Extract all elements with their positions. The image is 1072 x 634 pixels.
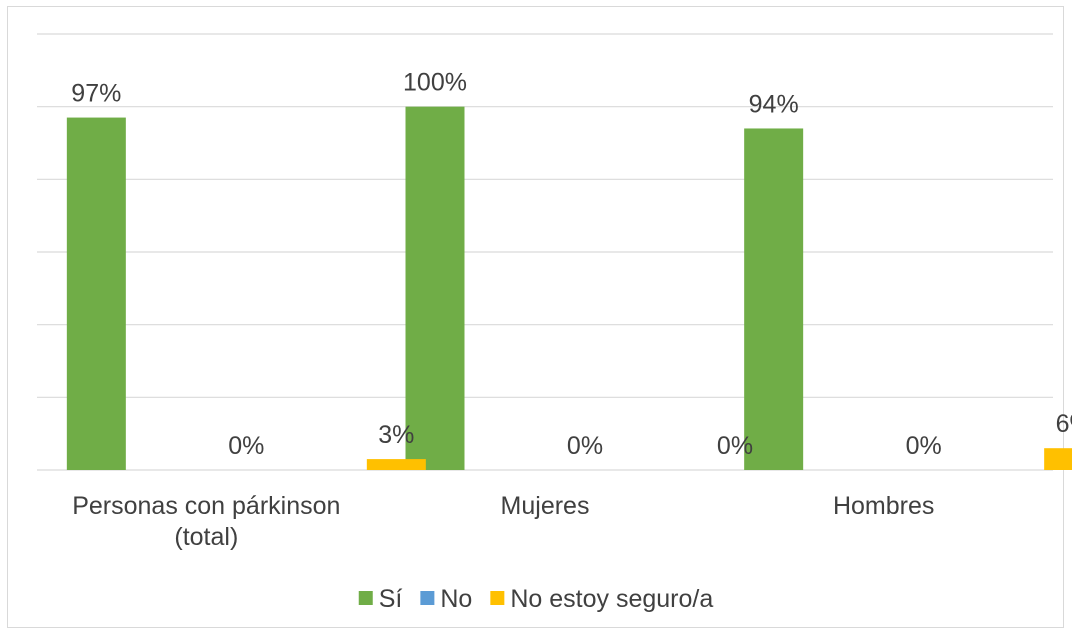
gridlines [37,33,1053,471]
data-label: 0% [906,432,942,460]
data-label: 0% [228,432,264,460]
legend-label: Sí [379,585,403,613]
bar [744,128,804,470]
data-label: 94% [749,90,799,118]
legend-swatch [358,591,373,605]
bar [366,459,426,470]
data-label: 0% [717,432,753,460]
bar [1044,448,1072,470]
chart-frame [7,6,1064,628]
legend-swatch [420,591,435,605]
data-labels: 97% 100% 94% 0% 0% 0% 3% 0% 6% [71,69,1072,460]
data-label: 3% [378,421,414,449]
data-label: 6% [1056,410,1072,438]
legend-swatch [490,591,505,605]
category-label: Mujeres [501,492,590,520]
data-label: 100% [403,69,467,97]
data-label: 97% [71,80,121,108]
category-labels: Personas con párkinson (total) Mujeres Homb… [72,492,934,551]
category-label: Personas con párkinson [72,492,340,520]
data-label: 0% [567,432,603,460]
bar [405,106,465,471]
bar [66,117,126,471]
category-label: (total) [174,523,238,551]
category-label: Hombres [833,492,934,520]
legend-label: No [440,585,472,613]
legend: Sí No No estoy seguro/a [358,585,713,613]
legend-label: No estoy seguro/a [510,585,713,613]
bars [66,106,1072,471]
